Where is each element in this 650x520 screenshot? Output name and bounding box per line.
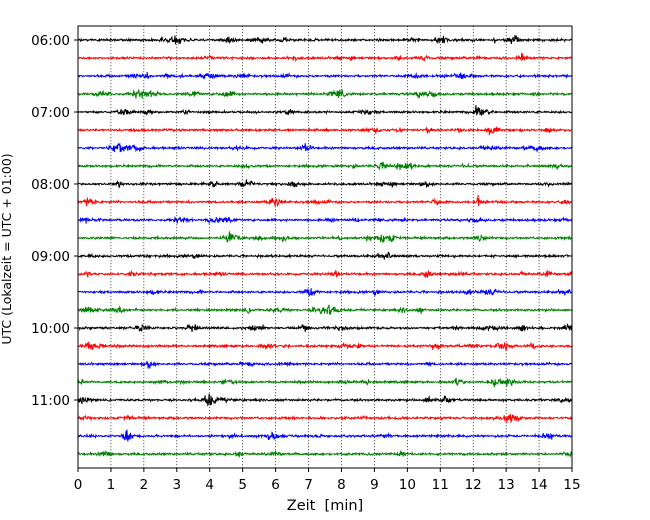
trace-line (77, 231, 573, 243)
x-tick-label: 13 (498, 477, 515, 493)
trace-line (77, 377, 573, 388)
trace-line (77, 71, 573, 80)
x-tick-label: 11 (432, 477, 449, 493)
x-tick-label: 6 (271, 477, 280, 493)
trace-line (77, 194, 573, 208)
trace-line (77, 161, 573, 171)
trace-line (77, 52, 573, 63)
x-axis-label: Zeit [min] (287, 498, 363, 514)
trace-line (77, 304, 573, 315)
x-tick-label: 9 (370, 477, 379, 493)
x-tick-label: 8 (337, 477, 346, 493)
y-tick-label: 07:00 (31, 105, 70, 121)
trace-line (77, 269, 573, 279)
y-tick-label: 09:00 (31, 249, 70, 265)
x-tick-label: 14 (530, 477, 547, 493)
trace-line (77, 215, 573, 225)
trace-line (77, 251, 573, 260)
seismic-traces (77, 34, 573, 458)
y-tick-label: 10:00 (31, 321, 70, 337)
trace-line (77, 142, 573, 153)
y-axis-label: UTC (Lokalzeit = UTC + 01:00) (0, 153, 14, 344)
y-tick-label: 08:00 (31, 177, 70, 193)
trace-line (77, 341, 573, 352)
plot-frame (77, 25, 573, 469)
trace-line (77, 126, 573, 136)
x-tick-label: 4 (205, 477, 214, 493)
trace-line (77, 360, 573, 370)
y-tick-label: 06:00 (31, 33, 70, 49)
x-tick-label: 0 (74, 477, 83, 493)
trace-line (77, 105, 573, 117)
trace-line (77, 34, 573, 46)
trace-line (77, 429, 573, 442)
x-axis-ticks: 0 1 2 3 4 5 6 7 8 9 10 11 12 13 14 15 (74, 468, 581, 493)
y-axis-ticks: 06:00 07:00 08:00 09:00 10:00 11:00 (31, 33, 78, 409)
y-tick-label: 11:00 (31, 393, 70, 409)
x-tick-label: 5 (238, 477, 247, 493)
x-tick-label: 3 (173, 477, 182, 493)
trace-line (77, 288, 573, 297)
trace-line (77, 414, 573, 424)
trace-line (77, 179, 573, 189)
x-tick-label: 2 (140, 477, 149, 493)
trace-line (77, 88, 573, 99)
x-tick-label: 7 (304, 477, 313, 493)
x-tick-label: 1 (107, 477, 116, 493)
trace-line (77, 322, 573, 332)
trace-line (77, 393, 573, 407)
trace-line (77, 449, 573, 458)
x-tick-label: 10 (399, 477, 416, 493)
x-tick-label: 15 (563, 477, 580, 493)
x-tick-label: 12 (465, 477, 482, 493)
